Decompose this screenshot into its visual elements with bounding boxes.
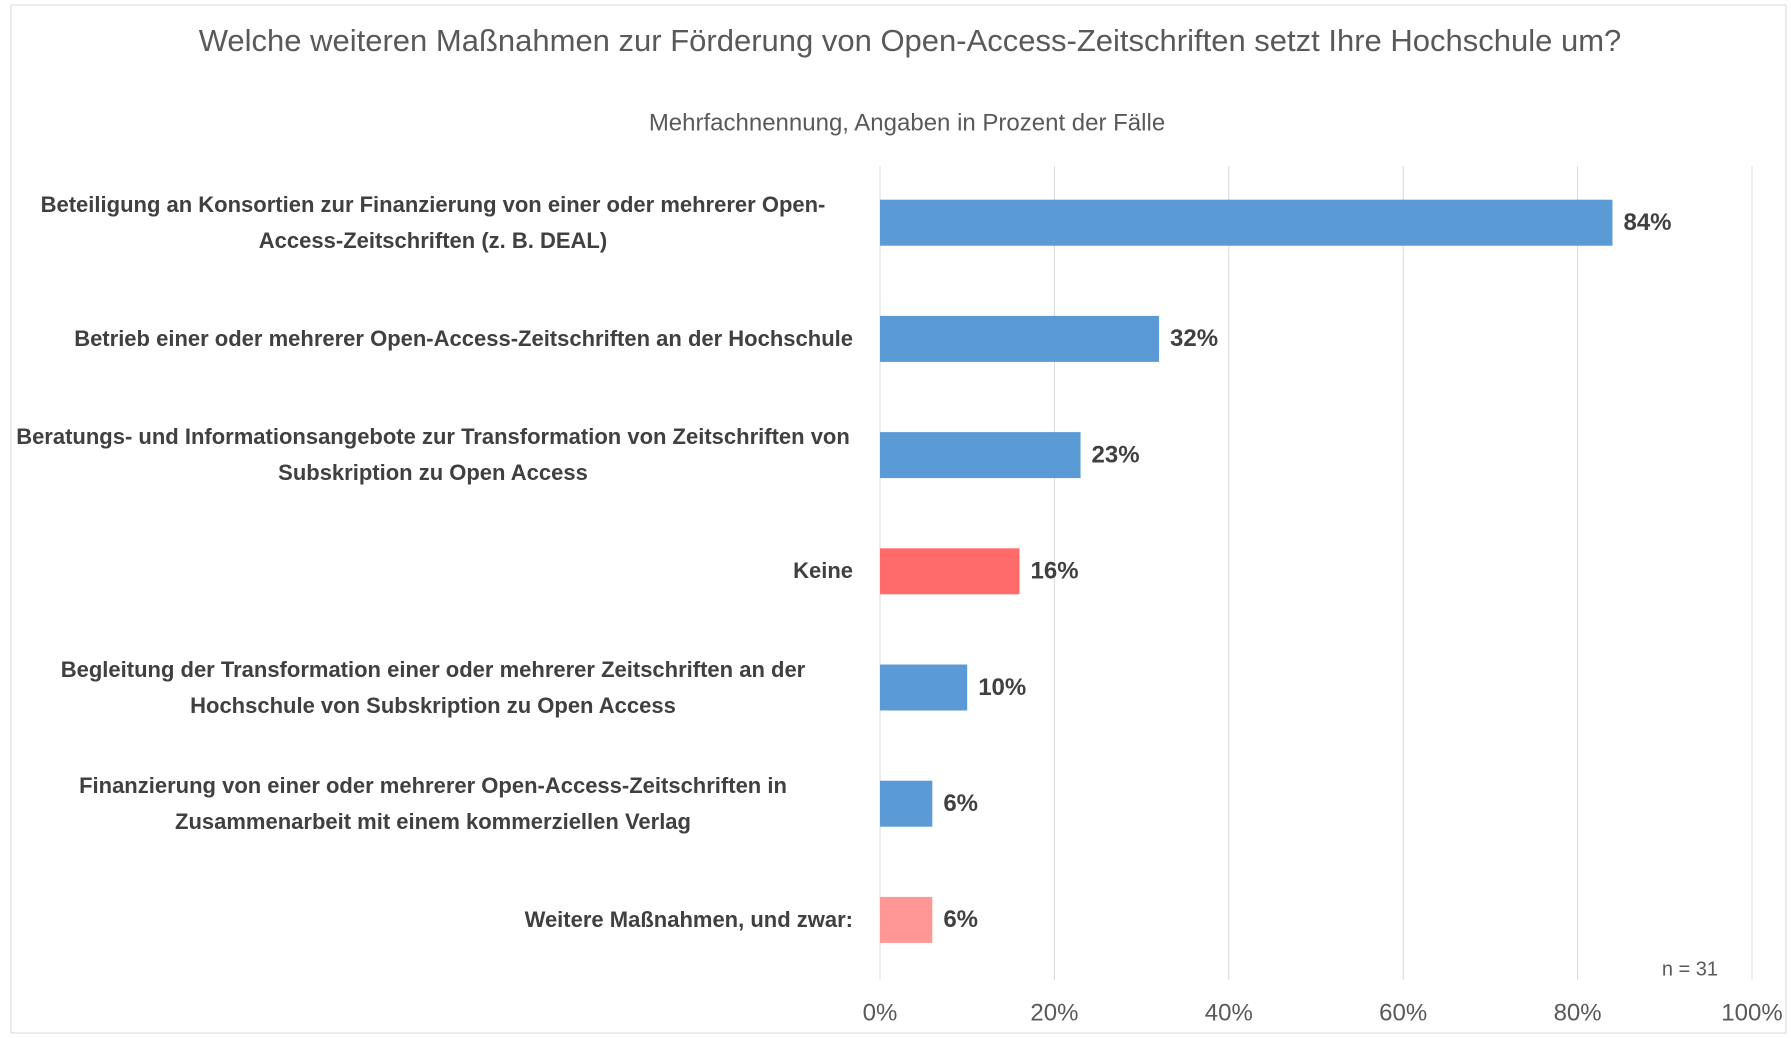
value-label: 10%: [978, 674, 1026, 701]
y-tick-label: Beteiligung an Konsortien zur Finanzieru…: [40, 191, 826, 253]
x-tick-label: 40%: [1205, 999, 1253, 1026]
category-label-box: Beteiligung an Konsortien zur Finanzieru…: [13, 187, 853, 259]
category-label-box: Keine: [13, 553, 853, 589]
chart-frame: [10, 4, 1787, 1034]
bar: [880, 432, 1081, 479]
y-tick-label: Beratungs- und Informationsangebote zur …: [16, 424, 850, 486]
annotation: n = 31: [1662, 958, 1718, 980]
category-label-box: Beratungs- und Informationsangebote zur …: [13, 419, 853, 491]
chart-title: Welche weiteren Maßnahmen zur Förderung …: [198, 23, 1622, 58]
value-label: 16%: [1031, 558, 1079, 585]
bar: [880, 780, 933, 827]
y-tick-label: Keine: [793, 558, 853, 584]
x-tick-label: 60%: [1379, 999, 1427, 1026]
category-label-box: Weitere Maßnahmen, und zwar:: [13, 902, 853, 938]
x-tick-label: 20%: [1030, 999, 1078, 1026]
x-tick-label: 0%: [863, 999, 898, 1026]
value-label: 6%: [943, 906, 978, 933]
value-label: 32%: [1170, 325, 1218, 352]
y-tick-label: Begleitung der Transformation einer oder…: [60, 656, 806, 718]
bar: [880, 896, 933, 943]
bar: [880, 548, 1020, 595]
bar: [880, 664, 968, 711]
bar: [880, 199, 1613, 246]
value-label: 84%: [1623, 209, 1671, 236]
y-tick-label: Betrieb einer oder mehrerer Open-Access-…: [74, 325, 853, 351]
category-label-box: Begleitung der Transformation einer oder…: [13, 652, 853, 724]
x-tick-label: 80%: [1554, 999, 1602, 1026]
value-label: 23%: [1092, 441, 1140, 468]
category-label-box: Finanzierung von einer oder mehrerer Ope…: [13, 768, 853, 840]
y-tick-label: Finanzierung von einer oder mehrerer Ope…: [79, 772, 787, 834]
bar: [880, 315, 1160, 362]
x-tick-label: 100%: [1721, 999, 1782, 1026]
category-label-box: Betrieb einer oder mehrerer Open-Access-…: [13, 321, 853, 357]
y-tick-label: Weitere Maßnahmen, und zwar:: [524, 906, 853, 932]
value-label: 6%: [943, 790, 978, 817]
chart-subtitle: Mehrfachnennung, Angaben in Prozent der …: [649, 109, 1165, 136]
